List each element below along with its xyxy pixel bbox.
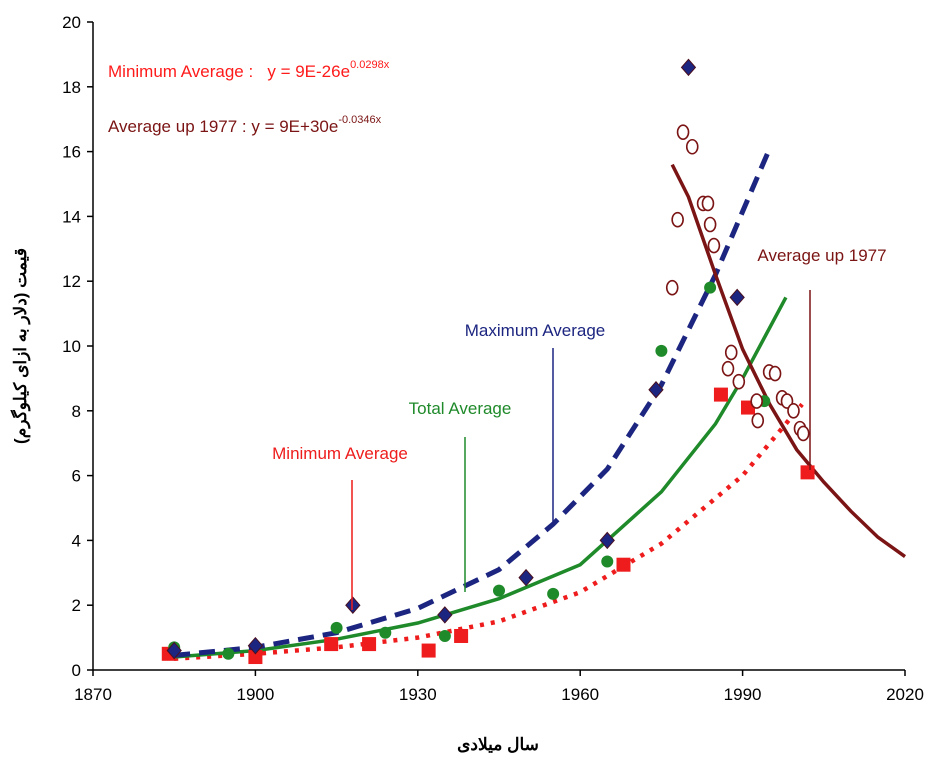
point	[247, 636, 264, 655]
point	[421, 643, 436, 658]
point	[362, 637, 377, 652]
y-tick-label: 0	[72, 661, 81, 680]
point	[732, 373, 746, 390]
point	[248, 650, 263, 665]
x-tick-label: 1870	[74, 685, 112, 704]
point	[796, 425, 810, 442]
y-axis-title: قیمت (دلار به ازای کیلوگرم)	[10, 248, 31, 444]
point	[345, 596, 361, 614]
x-tick-label: 2020	[886, 685, 924, 704]
y-tick-label: 16	[62, 143, 81, 162]
series-annotation: Maximum Average	[465, 321, 605, 340]
point	[701, 195, 715, 212]
x-tick-label: 1930	[399, 685, 437, 704]
point	[707, 237, 721, 254]
point	[222, 647, 235, 660]
point	[713, 387, 728, 402]
point	[437, 606, 453, 624]
point	[724, 344, 738, 361]
x-axis-title: سال میلادی	[457, 735, 539, 754]
trend-equation: Minimum Average : y = 9E-26e0.0298x	[108, 59, 390, 81]
point	[665, 279, 679, 296]
point	[547, 587, 560, 600]
y-tick-label: 2	[72, 596, 81, 615]
point	[493, 584, 505, 597]
point	[750, 393, 763, 409]
point	[685, 138, 699, 155]
series-annotation: Average up 1977	[757, 246, 886, 265]
trend-line	[174, 402, 804, 661]
y-tick-label: 12	[62, 272, 81, 291]
point	[330, 621, 343, 634]
point	[599, 531, 615, 550]
point	[518, 568, 534, 587]
equation-text: Average up 1977 : y = 9E+30e	[108, 117, 338, 136]
trend-line	[174, 296, 788, 659]
point	[721, 360, 735, 377]
y-tick-label: 4	[72, 531, 81, 550]
point	[729, 288, 745, 307]
x-tick-label: 1990	[724, 685, 762, 704]
point	[166, 641, 182, 660]
point	[379, 626, 392, 639]
series-annotation: Total Average	[409, 399, 512, 418]
point	[601, 555, 614, 568]
point	[454, 628, 469, 643]
point	[768, 365, 782, 382]
point-layer	[161, 58, 815, 665]
x-tick-label: 1900	[236, 685, 274, 704]
y-tick-label: 8	[72, 402, 81, 421]
equation-exponent: 0.0298x	[350, 59, 390, 71]
point	[676, 124, 690, 140]
point	[787, 402, 800, 419]
point	[671, 211, 684, 228]
axes: 0 2 4 6 8 10 12 14 16 18 20 1870 1900 1930 1960 1990 202…	[62, 13, 924, 704]
point	[704, 281, 717, 294]
point	[616, 557, 631, 572]
point	[800, 465, 815, 480]
point	[324, 637, 339, 652]
equation-text: Minimum Average : y = 9E-26e	[108, 62, 350, 81]
trend-layer	[173, 147, 907, 661]
trend-line	[670, 163, 907, 559]
x-tick-label: 1960	[561, 685, 599, 704]
point	[648, 380, 664, 399]
point	[751, 412, 765, 429]
equation-exponent: -0.0346x	[338, 114, 381, 126]
y-tick-label: 20	[62, 13, 81, 32]
point	[438, 629, 451, 642]
point	[703, 216, 717, 233]
y-tick-label: 10	[62, 337, 81, 356]
point	[680, 58, 697, 77]
y-tick-label: 14	[62, 207, 81, 226]
y-tick-label: 18	[62, 78, 81, 97]
y-tick-label: 6	[72, 467, 81, 486]
series-annotation: Minimum Average	[272, 444, 408, 463]
trend-equation: Average up 1977 : y = 9E+30e-0.0346x	[108, 114, 382, 136]
point	[655, 344, 668, 357]
